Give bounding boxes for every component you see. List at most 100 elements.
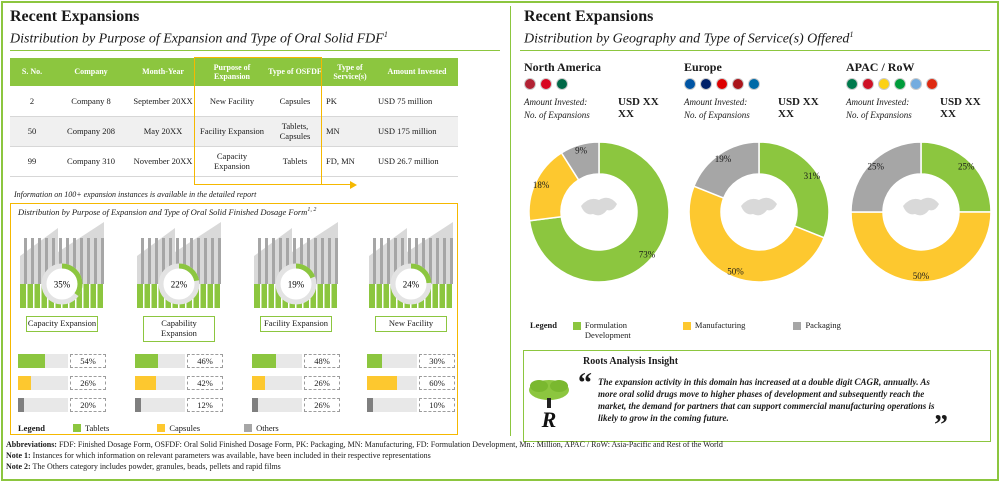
bar-fill bbox=[135, 376, 156, 390]
expansion-count-label: No. of Expansions bbox=[524, 110, 590, 121]
cell: USD 75 million bbox=[376, 86, 458, 117]
bar-value: 46% bbox=[187, 354, 223, 368]
amount-invested-value: USD XX bbox=[940, 96, 981, 108]
right-legend: Legend Formulation Development Manufactu… bbox=[530, 320, 841, 340]
legend-fd: Formulation Development bbox=[584, 320, 631, 341]
cell: Tablets bbox=[266, 146, 324, 177]
mn-swatch bbox=[682, 322, 691, 330]
bar-fill bbox=[18, 376, 31, 390]
tablets-bar: 30% bbox=[367, 354, 457, 368]
col-company: Company bbox=[54, 58, 128, 86]
donut-slice-packaging bbox=[850, 141, 922, 213]
insight-text: The expansion activity in this domain ha… bbox=[598, 377, 935, 424]
category-label: Capacity Expansion bbox=[26, 316, 98, 332]
share-donut: 24% bbox=[390, 263, 432, 305]
region-map-icon bbox=[903, 197, 939, 216]
flag-icon bbox=[556, 78, 568, 90]
arrow-head-icon bbox=[350, 181, 357, 189]
region-name: APAC / RoW bbox=[846, 60, 915, 74]
flag-icon bbox=[684, 78, 696, 90]
table-row: 50 Company 208 May 20XX Facility Expansi… bbox=[10, 116, 458, 147]
capsules-bar: 60% bbox=[367, 376, 457, 390]
flag-row bbox=[684, 78, 834, 90]
others-swatch bbox=[244, 424, 253, 432]
amount-values: USD XX XX bbox=[940, 96, 981, 120]
note2-label: Note 2: bbox=[6, 461, 31, 471]
distribution-title: Distribution by Purpose of Expansion and… bbox=[18, 207, 317, 217]
flag-row bbox=[524, 78, 674, 90]
flag-row bbox=[846, 78, 996, 90]
cell: FD, MN bbox=[324, 146, 376, 177]
region-donut-chart: 73% 18% 9% bbox=[528, 141, 670, 283]
region-donut-chart: 25% 50% 25% bbox=[850, 141, 992, 283]
share-arc bbox=[41, 263, 83, 305]
cell: USD 26.7 million bbox=[376, 146, 458, 177]
cell: Company 8 bbox=[54, 86, 128, 117]
right-title: Recent Expansions bbox=[524, 8, 654, 25]
donut-slice-formulation-development bbox=[758, 141, 830, 239]
flag-icon bbox=[926, 78, 938, 90]
cell: Capacity Expansion bbox=[198, 146, 266, 177]
share-arc bbox=[158, 263, 200, 305]
legend-title: Legend bbox=[18, 423, 45, 433]
category-label: Capability Expansion bbox=[143, 316, 215, 342]
note1-text: Instances for which information on relev… bbox=[32, 450, 431, 460]
capsules-bar: 26% bbox=[18, 376, 108, 390]
table-header-row: S. No. Company Month-Year Purpose of Exp… bbox=[10, 58, 458, 86]
bar-value: 42% bbox=[187, 376, 223, 390]
cell: PK bbox=[324, 86, 376, 117]
bar-value: 26% bbox=[70, 376, 106, 390]
distribution-box bbox=[10, 203, 458, 435]
col-sno: S. No. bbox=[10, 58, 54, 86]
donut-slice-label: 50% bbox=[727, 267, 744, 277]
region-donut-chart: 31% 50% 19% bbox=[688, 141, 830, 283]
bar-fill bbox=[135, 398, 141, 412]
cell: MN bbox=[324, 116, 376, 147]
left-title: Recent Expansions bbox=[10, 8, 140, 25]
flag-icon bbox=[748, 78, 760, 90]
amount-labels: Amount Invested: No. of Expansions bbox=[524, 96, 590, 122]
bar-fill bbox=[367, 376, 397, 390]
tablets-bar: 46% bbox=[135, 354, 225, 368]
bar-track bbox=[18, 398, 68, 412]
region-name: Europe bbox=[684, 60, 722, 74]
cell: Company 310 bbox=[54, 146, 128, 177]
amount-invested-label: Amount Invested: bbox=[846, 97, 910, 107]
region-map-icon bbox=[741, 197, 777, 216]
share-donut: 35% bbox=[41, 263, 83, 305]
flag-icon bbox=[524, 78, 536, 90]
logo-letter: R bbox=[541, 407, 557, 430]
bar-value: 30% bbox=[419, 354, 455, 368]
flag-icon bbox=[540, 78, 552, 90]
col-amount: Amount Invested bbox=[376, 58, 458, 86]
fd-swatch bbox=[572, 322, 581, 330]
bar-value: 54% bbox=[70, 354, 106, 368]
detailed-report-note: Information on 100+ expansion instances … bbox=[14, 190, 257, 199]
open-quote-icon: “ bbox=[578, 368, 592, 399]
flag-icon bbox=[732, 78, 744, 90]
donut-slice-label: 25% bbox=[867, 162, 884, 172]
expansion-count-label: No. of Expansions bbox=[684, 110, 750, 121]
legend-title: Legend bbox=[530, 320, 557, 330]
close-quote-icon: ” bbox=[934, 410, 948, 441]
bar-fill bbox=[252, 398, 258, 412]
col-purpose: Purpose of Expansion bbox=[198, 58, 266, 86]
donut-slice-label: 19% bbox=[715, 154, 732, 164]
bar-fill bbox=[367, 354, 382, 368]
donut-slice-label: 18% bbox=[533, 180, 550, 190]
share-label: 35% bbox=[54, 280, 71, 290]
abbr-label: Abbreviations: bbox=[6, 440, 57, 449]
bar-track bbox=[367, 398, 417, 412]
legend-capsules: Capsules bbox=[169, 423, 201, 433]
bar-value: 60% bbox=[419, 376, 455, 390]
right-title-rule bbox=[520, 50, 990, 51]
others-bar: 26% bbox=[252, 398, 342, 412]
cell: September 20XX bbox=[128, 86, 198, 117]
flag-icon bbox=[716, 78, 728, 90]
cell: Tablets, Capsules bbox=[266, 116, 324, 147]
others-bar: 12% bbox=[135, 398, 225, 412]
left-legend: Legend Tablets Capsules Others bbox=[18, 423, 279, 433]
table-row: 99 Company 310 November 20XX Capacity Ex… bbox=[10, 146, 458, 177]
expansions-table: S. No. Company Month-Year Purpose of Exp… bbox=[10, 58, 458, 177]
